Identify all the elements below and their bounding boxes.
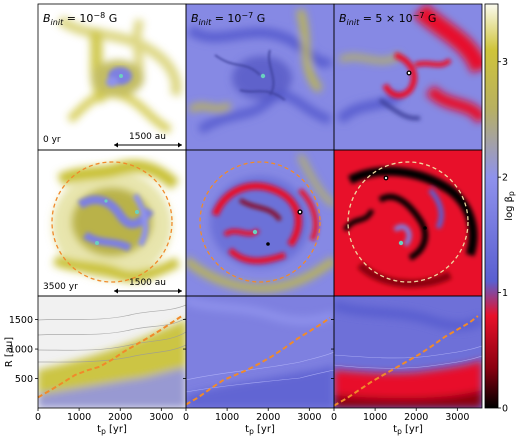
colorbar-tick-label: 0 — [502, 404, 508, 415]
ring-radius-curve — [37, 315, 183, 399]
x-tick-label: 1000 — [215, 412, 239, 423]
ring-radius-curves — [37, 315, 479, 407]
title-col2: Binit = 10−7 G — [191, 11, 265, 27]
panel-r2-c2 — [186, 150, 334, 296]
scale-bar-label: 1500 au — [129, 132, 166, 142]
panel-r3-c2 — [186, 296, 334, 408]
panel-r2-c3 — [334, 150, 482, 296]
x-tick-label: 0 — [35, 412, 41, 423]
colorbar-tick-label: 3 — [502, 57, 508, 68]
disk-radius-ring — [347, 161, 469, 283]
x-tick-label: 1000 — [67, 412, 91, 423]
y-axis-label: R [au] — [4, 337, 15, 367]
panel-r1-c1 — [38, 4, 186, 150]
panel-frames — [37, 3, 483, 409]
colorbar-tick-label: 2 — [502, 173, 508, 184]
title-col3: Binit = 5 × 10−7 G — [339, 11, 436, 27]
x-tick-label: 1000 — [363, 412, 387, 423]
title-col1: Binit = 10−8 G — [43, 11, 117, 27]
x-tick-label: 3000 — [445, 412, 469, 423]
colorbar-tick-label: 1 — [502, 288, 508, 299]
y-tick-label: 500 — [15, 374, 33, 385]
scale-bar-row1: 1500 au — [114, 132, 182, 148]
panel-r3-c3 — [334, 296, 482, 408]
y-tick-label: 1500 — [9, 315, 33, 326]
x-tick-label: 2000 — [404, 412, 428, 423]
time-label-row1: 0 yr — [43, 135, 61, 145]
bottom-axes: 0 1000 2000 3000 500 1000 1500 0 1000 2000 3000 0 10… — [9, 315, 470, 423]
panel-r1-c3 — [334, 4, 482, 150]
panel-r1-c2 — [186, 4, 334, 150]
x-tick-label: 0 — [183, 412, 189, 423]
y-tick-label: 1000 — [9, 345, 33, 356]
x-axis-label-c1: tp [yr] — [97, 424, 127, 436]
ring-radius-curve — [333, 315, 479, 407]
colorbar — [484, 3, 499, 409]
x-axis-label-c2: tp [yr] — [245, 424, 275, 436]
scale-bar-row2: 1500 au — [114, 278, 182, 294]
x-tick-label: 0 — [331, 412, 337, 423]
x-tick-label: 2000 — [108, 412, 132, 423]
colorbar-label: log βp — [504, 191, 516, 221]
scale-bar-label: 1500 au — [129, 278, 166, 288]
colorbar-ticks: 0 1 2 3 — [498, 57, 508, 415]
time-label-row2: 3500 yr — [43, 282, 78, 292]
panel-r3-c1 — [38, 296, 186, 408]
x-tick-label: 3000 — [149, 412, 173, 423]
disk-radius-ring — [199, 161, 321, 283]
x-tick-label: 2000 — [256, 412, 280, 423]
panel-r2-c1 — [38, 150, 186, 296]
x-axis-label-c3: tp [yr] — [393, 424, 423, 436]
disk-radius-ring — [51, 161, 173, 283]
x-tick-label: 3000 — [297, 412, 321, 423]
